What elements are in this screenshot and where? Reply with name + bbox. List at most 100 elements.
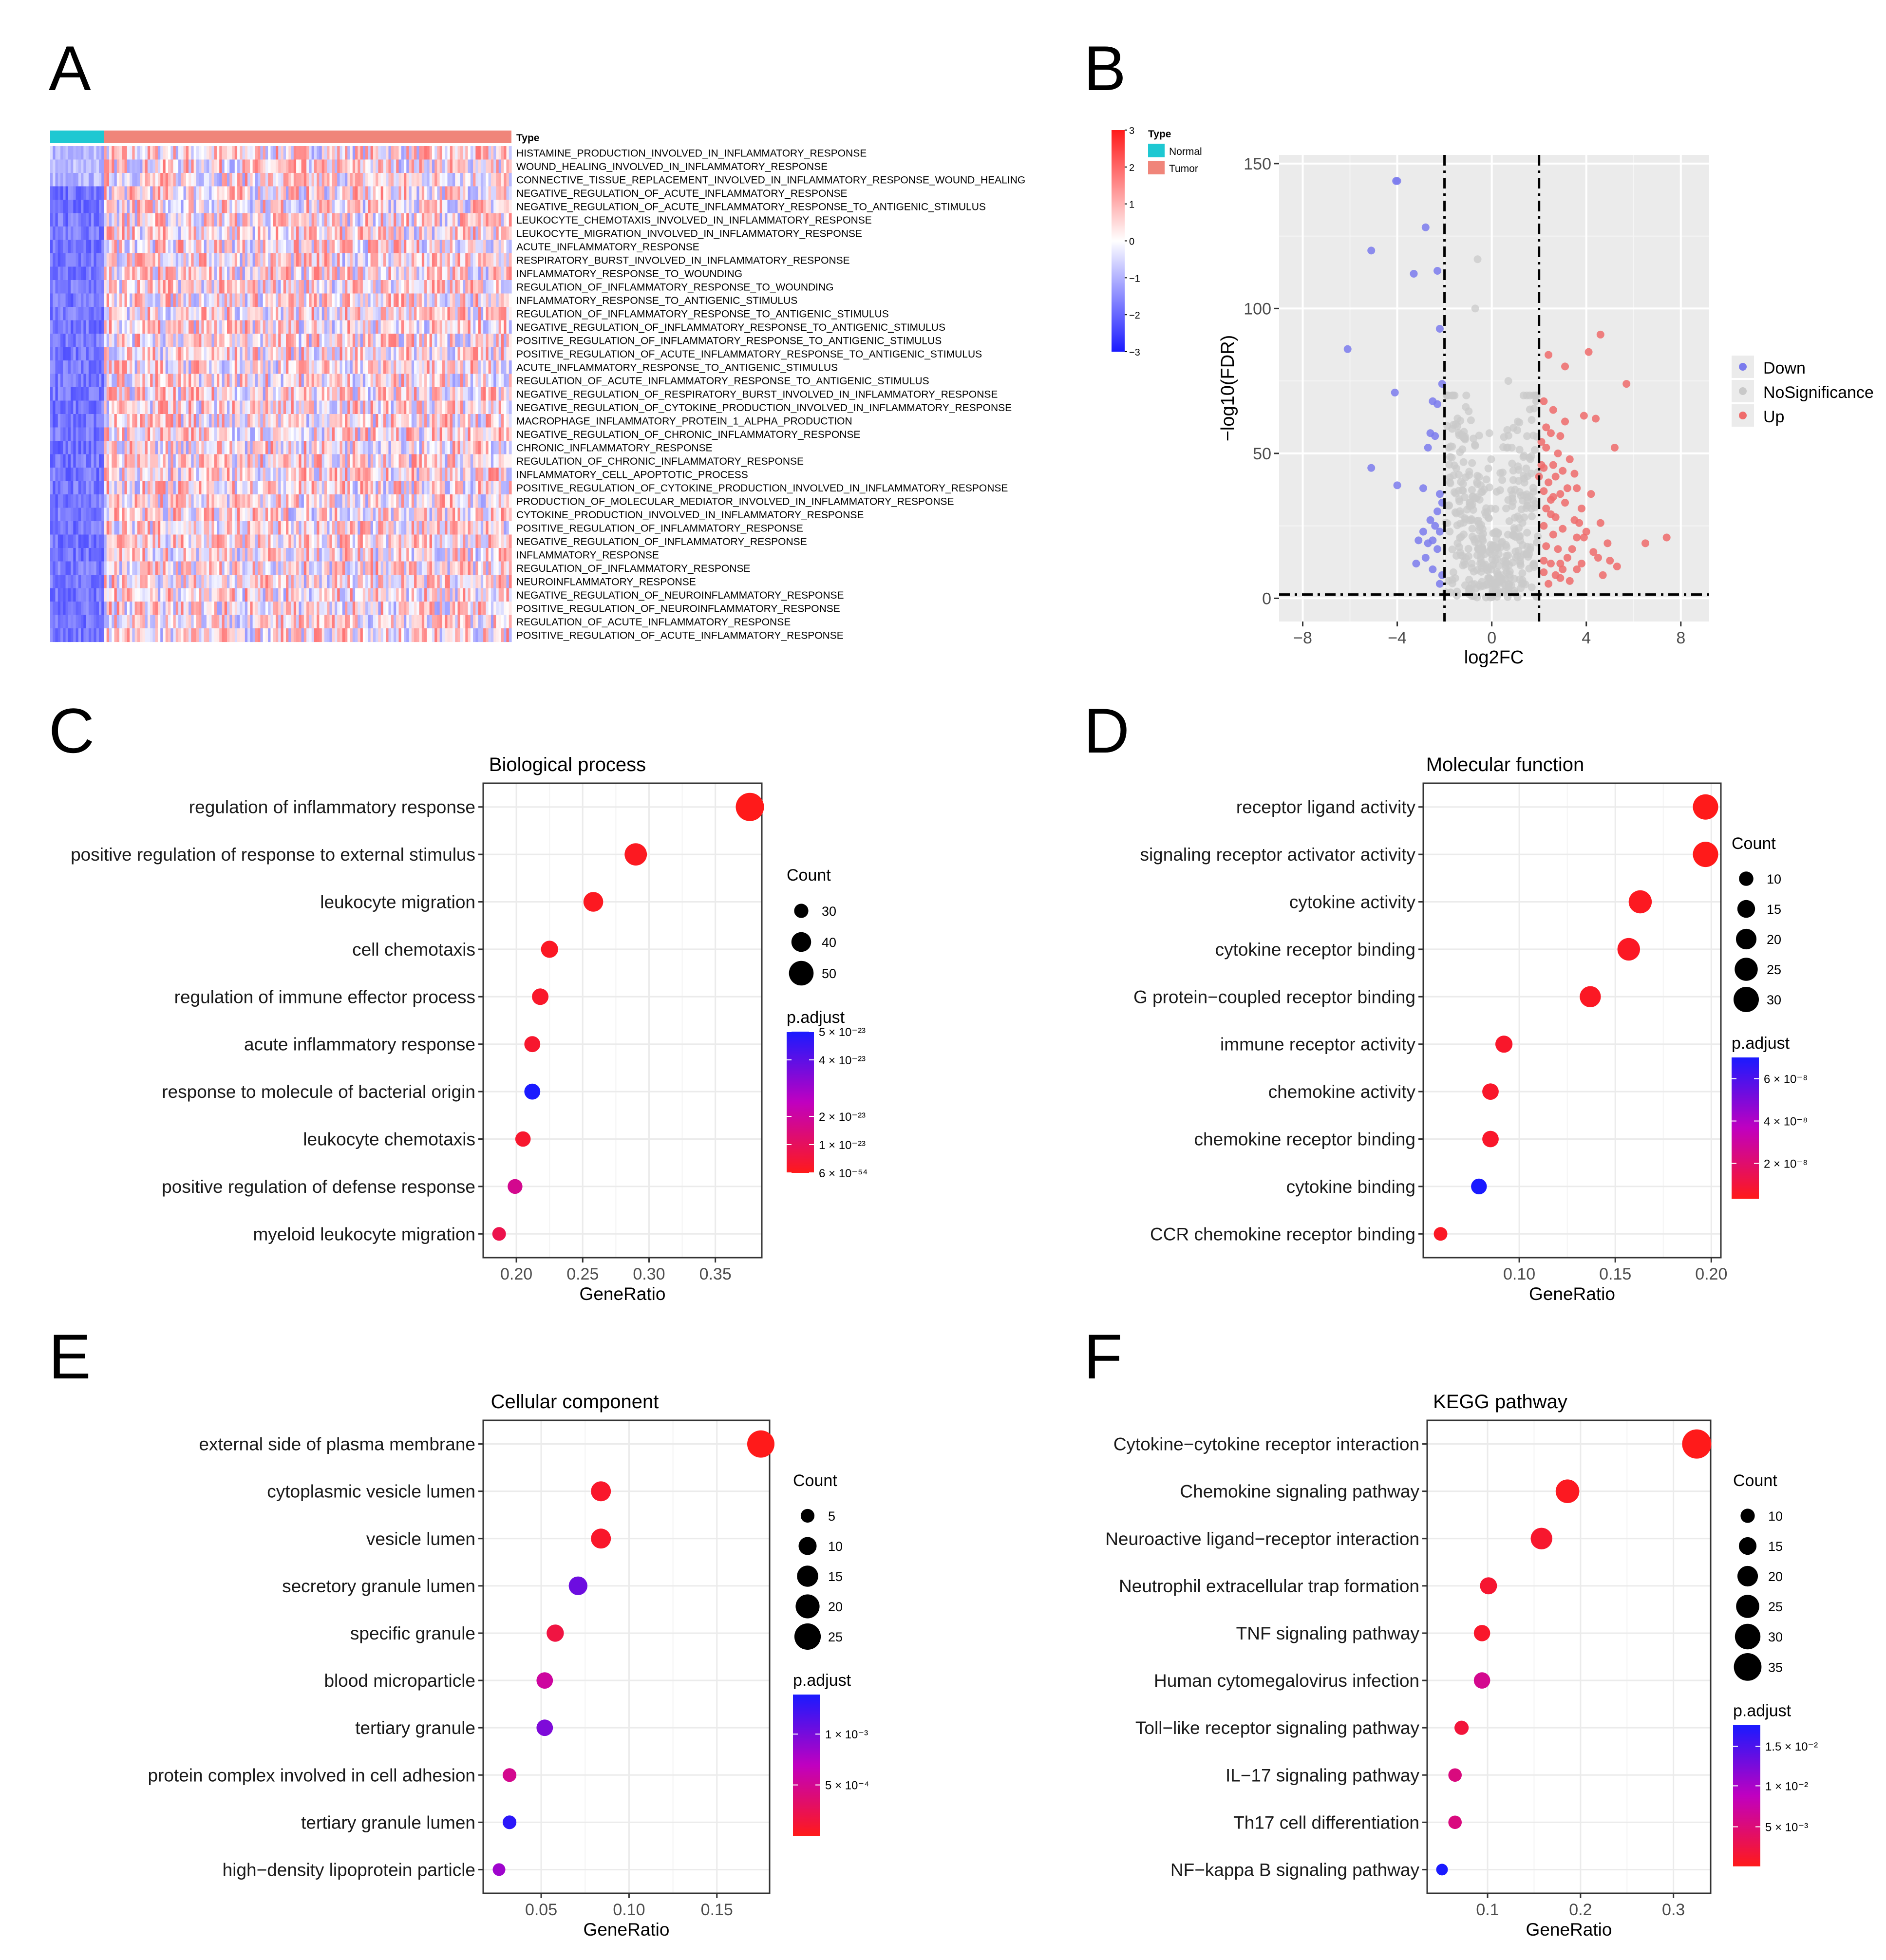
heatmap-cell — [317, 454, 320, 468]
heatmap-cell — [78, 186, 81, 200]
heatmap-cell — [60, 280, 63, 294]
heatmap-cell — [324, 400, 327, 415]
heatmap-cell — [73, 200, 76, 214]
heatmap-cell — [81, 173, 84, 187]
heatmap-cell — [301, 468, 304, 482]
heatmap-cell — [237, 159, 240, 173]
heatmap-cell — [191, 400, 194, 415]
heatmap-cell — [96, 240, 99, 254]
heatmap-cell — [337, 266, 340, 281]
heatmap-cell — [386, 494, 389, 509]
heatmap-cell — [314, 307, 317, 321]
heatmap-cell — [383, 468, 386, 482]
heatmap-cell — [334, 494, 338, 509]
heatmap-cell — [71, 173, 74, 187]
heatmap-cell — [321, 360, 325, 375]
heatmap-cell — [421, 427, 425, 441]
heatmap-cell — [480, 481, 484, 495]
heatmap-cell — [355, 334, 358, 348]
heatmap-cell — [368, 427, 371, 441]
heatmap-cell — [373, 293, 376, 307]
heatmap-cell — [411, 481, 415, 495]
heatmap-cell — [260, 481, 264, 495]
heatmap-cell — [319, 360, 322, 375]
heatmap-cell — [206, 293, 209, 307]
heatmap-cell — [114, 387, 117, 401]
heatmap-cell — [71, 146, 74, 160]
heatmap-cell — [419, 307, 422, 321]
heatmap-cell — [475, 454, 479, 468]
heatmap-cell — [106, 186, 110, 200]
heatmap-cell — [57, 400, 61, 415]
heatmap-cell — [324, 307, 327, 321]
heatmap-cell — [347, 427, 351, 441]
heatmap-cell — [173, 159, 176, 173]
heatmap-cell — [83, 494, 87, 509]
heatmap-cell — [268, 454, 271, 468]
heatmap-cell — [71, 159, 74, 173]
heatmap-cell — [134, 253, 138, 267]
heatmap-cell — [457, 454, 461, 468]
heatmap-cell — [345, 253, 348, 267]
heatmap-cell — [189, 200, 191, 214]
heatmap-cell — [498, 334, 502, 348]
heatmap-cell — [296, 481, 299, 495]
heatmap-cell — [463, 253, 466, 267]
heatmap-cell — [147, 441, 151, 455]
heatmap-cell — [406, 146, 410, 160]
heatmap-cell — [299, 226, 302, 241]
heatmap-cell — [286, 374, 289, 388]
heatmap-cell — [155, 360, 158, 375]
heatmap-cell — [473, 427, 476, 441]
heatmap-cell — [273, 508, 276, 522]
heatmap-cell — [245, 374, 248, 388]
heatmap-cell — [396, 441, 399, 455]
heatmap-cell — [145, 186, 148, 200]
heatmap-cell — [75, 266, 79, 281]
heatmap-cell — [227, 307, 230, 321]
heatmap-cell — [275, 494, 279, 509]
heatmap-cell — [211, 468, 215, 482]
heatmap-cell — [493, 400, 497, 415]
heatmap-cell — [465, 427, 469, 441]
heatmap-cell — [265, 427, 268, 441]
heatmap-cell — [86, 293, 89, 307]
heatmap-cell — [150, 159, 153, 173]
heatmap-cell — [132, 186, 135, 200]
heatmap-cell — [150, 387, 153, 401]
heatmap-cell — [178, 213, 181, 227]
heatmap-cell — [106, 400, 110, 415]
heatmap-cell — [380, 213, 384, 227]
heatmap-cell — [181, 226, 184, 241]
heatmap-cell — [186, 320, 189, 334]
heatmap-cell — [362, 307, 366, 321]
heatmap-cell — [421, 253, 425, 267]
heatmap-cell — [229, 266, 233, 281]
heatmap-cell — [240, 347, 243, 361]
heatmap-cell — [370, 200, 374, 214]
heatmap-cell — [232, 334, 235, 348]
heatmap-cell — [50, 186, 53, 200]
heatmap-cell — [291, 266, 294, 281]
heatmap-cell — [496, 240, 499, 254]
heatmap-cell — [493, 226, 497, 241]
heatmap-cell — [63, 508, 66, 522]
heatmap-cell — [319, 266, 322, 281]
heatmap-cell — [306, 280, 309, 294]
heatmap-cell — [457, 159, 461, 173]
heatmap-cell — [358, 307, 361, 321]
heatmap-cell — [486, 454, 489, 468]
heatmap-cell — [245, 400, 248, 415]
heatmap-cell — [281, 200, 284, 214]
heatmap-cell — [306, 226, 309, 241]
heatmap-cell — [504, 159, 507, 173]
heatmap-cell — [189, 387, 191, 401]
heatmap-cell — [73, 186, 76, 200]
heatmap-cell — [480, 280, 484, 294]
heatmap-cell — [303, 454, 307, 468]
heatmap-cell — [214, 240, 217, 254]
heatmap-cell — [332, 200, 335, 214]
heatmap-cell — [109, 468, 112, 482]
heatmap-cell — [496, 400, 499, 415]
heatmap-cell — [470, 146, 473, 160]
